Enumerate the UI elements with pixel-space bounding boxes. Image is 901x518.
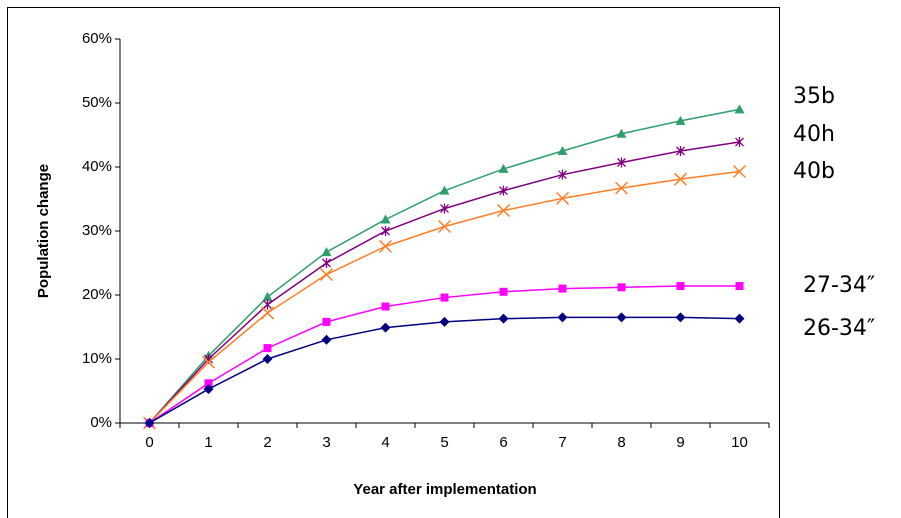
marker	[381, 302, 390, 311]
marker	[732, 164, 747, 179]
marker	[735, 282, 744, 291]
series-label: 26-34″	[803, 316, 875, 341]
y-tick-label: 0%	[90, 414, 112, 431]
marker	[203, 384, 214, 395]
x-tick-label: 2	[263, 434, 271, 451]
y-tick-label: 30%	[82, 222, 112, 239]
x-axis-label: Year after implementation	[353, 481, 536, 498]
marker	[439, 316, 450, 327]
marker	[734, 104, 745, 114]
marker	[555, 191, 570, 205]
marker	[558, 284, 567, 293]
marker	[735, 137, 744, 148]
marker	[321, 247, 332, 257]
marker	[378, 239, 393, 253]
marker	[676, 146, 685, 156]
marker	[380, 214, 391, 224]
marker	[498, 163, 509, 173]
marker	[263, 299, 272, 310]
x-tick-label: 5	[440, 434, 448, 451]
marker	[617, 157, 626, 168]
marker	[319, 267, 334, 282]
x-tick-label: 3	[322, 434, 330, 451]
marker	[675, 115, 686, 125]
x-tick-label: 7	[558, 434, 566, 451]
x-tick-label: 4	[381, 434, 389, 451]
chart-frame	[7, 7, 780, 518]
marker	[260, 306, 275, 320]
series-label: 40h	[793, 122, 835, 147]
marker	[144, 418, 155, 428]
marker	[322, 258, 331, 268]
series-label: 40b	[793, 159, 835, 184]
marker	[321, 334, 332, 345]
x-tick-label: 9	[676, 434, 684, 451]
marker	[614, 181, 629, 195]
marker	[380, 322, 391, 333]
marker	[496, 203, 511, 218]
y-tick-label: 20%	[82, 286, 112, 303]
marker	[734, 313, 745, 324]
marker	[499, 287, 508, 296]
marker	[439, 185, 450, 195]
marker	[558, 169, 567, 180]
marker	[673, 172, 688, 186]
marker	[201, 355, 216, 369]
y-axis-label: Population change	[35, 164, 52, 298]
marker	[381, 226, 390, 236]
x-tick-label: 10	[731, 434, 748, 451]
marker	[676, 282, 685, 291]
marker	[499, 185, 508, 196]
y-tick-label: 60%	[82, 30, 112, 47]
x-tick-label: 1	[204, 434, 212, 451]
marker	[204, 379, 213, 388]
y-tick-label: 10%	[82, 350, 112, 367]
y-tick-label: 40%	[82, 158, 112, 175]
y-tick-label: 50%	[82, 94, 112, 111]
marker	[262, 291, 273, 301]
marker	[616, 128, 627, 138]
marker	[437, 219, 452, 234]
x-tick-label: 6	[499, 434, 507, 451]
x-tick-label: 0	[145, 434, 153, 451]
marker	[263, 344, 272, 353]
series-label: 27-34″	[803, 273, 875, 298]
marker	[557, 312, 568, 323]
marker	[440, 203, 449, 214]
marker	[440, 293, 449, 302]
marker	[498, 313, 509, 324]
marker	[262, 354, 273, 364]
x-tick-label: 8	[617, 434, 625, 451]
series-label: 35b	[793, 84, 835, 109]
marker	[617, 283, 626, 292]
marker	[557, 146, 568, 155]
marker	[675, 312, 686, 323]
marker	[322, 317, 331, 326]
marker	[616, 312, 627, 323]
